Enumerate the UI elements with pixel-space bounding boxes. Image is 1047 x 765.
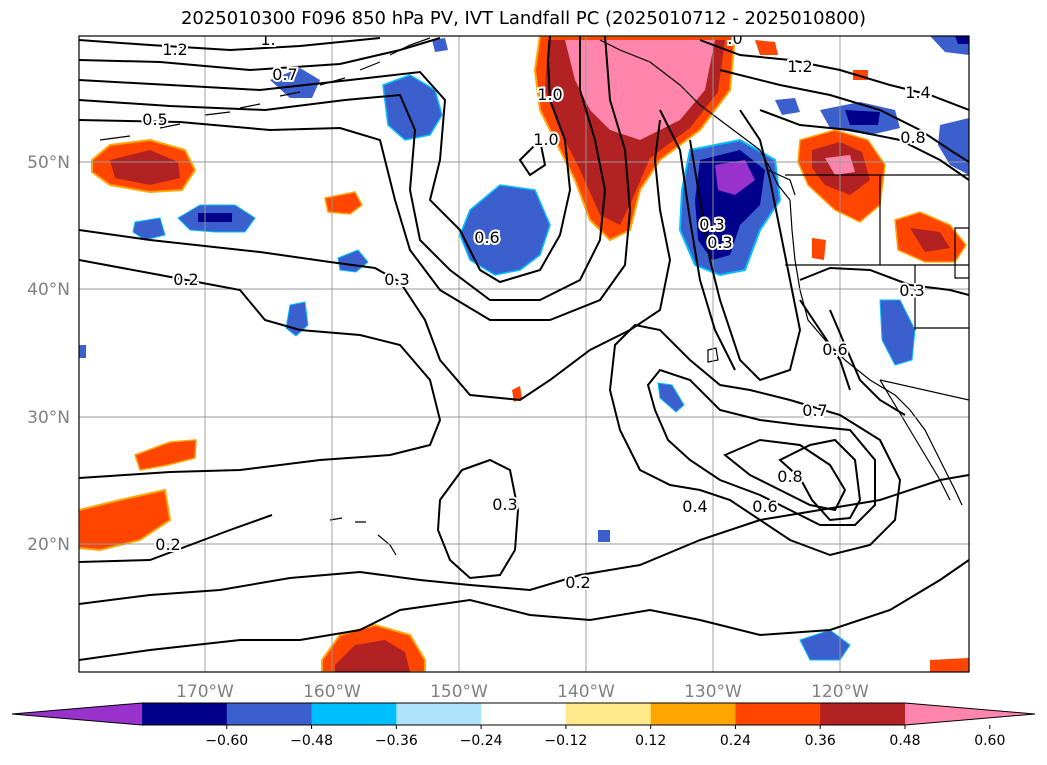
lat-tick-label: 40°N (27, 280, 70, 300)
colorbar-outline (11, 702, 1036, 726)
map-border (78, 35, 970, 673)
contour-label: 1. (260, 30, 275, 49)
contour-label: 0.6 (822, 340, 847, 359)
contour-label: 0.3 (707, 233, 732, 252)
contour-label: 0.6 (752, 497, 777, 516)
colorbar-tick-label: −0.12 (544, 733, 587, 749)
colorbar-extend-high (905, 703, 1035, 725)
contour-label: 1.2 (787, 57, 812, 76)
colorbar-tick-label: 0.24 (720, 733, 751, 749)
colorbar-tick-label: 0.48 (889, 733, 920, 749)
colorbar-tick-label: −0.24 (460, 733, 503, 749)
colorbar-swatch (650, 703, 736, 725)
contour-label: 0.2 (565, 573, 590, 592)
contour-label: 0.8 (900, 128, 925, 147)
colorbar-swatch (226, 703, 313, 725)
pv-shading (79, 36, 969, 672)
colorbar-swatch (311, 703, 397, 725)
contour-label: 0.7 (272, 65, 297, 84)
contour-label: 0.3 (899, 281, 924, 300)
colorbar-swatch (820, 703, 906, 725)
contour-label: 0.3 (699, 215, 724, 234)
colorbar-tick-label: −0.60 (205, 733, 248, 749)
colorbar-swatch (481, 703, 567, 725)
lat-tick-label: 30°N (27, 408, 70, 428)
lat-tick-label: 20°N (27, 535, 70, 555)
contour-label: .0 (727, 29, 742, 48)
map-title: 2025010300 F096 850 hPa PV, IVT Landfall… (180, 8, 867, 29)
lat-tick-labels: 50°N 40°N 30°N 20°N (27, 153, 70, 555)
colorbar-tick-label: −0.36 (375, 733, 418, 749)
contour-label: 0.8 (777, 467, 802, 486)
contour-label: 0.4 (682, 497, 707, 516)
colorbar-swatch (396, 703, 482, 725)
ivt-contours (79, 36, 969, 661)
colorbar-extend-low (12, 703, 142, 725)
lon-tick-label: 160°W (303, 682, 361, 702)
contour-label: 0.2 (155, 535, 180, 554)
contour-label: 0.3 (492, 495, 517, 514)
lon-tick-labels: 170°W 160°W 150°W 140°W 130°W 120°W (176, 682, 869, 702)
lon-tick-label: 140°W (557, 682, 615, 702)
colorbar-swatch (565, 703, 652, 725)
contour-label: 0.3 (384, 270, 409, 289)
colorbar: −0.60 −0.48 −0.36 −0.24 −0.12 0.12 0.24 0.36 0.4… (11, 702, 1036, 749)
contour-label: 1.0 (533, 130, 558, 149)
coastlines (99, 37, 969, 556)
contour-label: 0.6 (474, 228, 499, 247)
contour-labels: 1.2 1. 0.7 0.5 1.0 1.0 0.6 0.2 0.3 0.3 0… (140, 29, 932, 594)
lat-tick-label: 50°N (27, 153, 70, 173)
colorbar-swatch (735, 703, 821, 725)
colorbar-swatch (142, 703, 228, 725)
colorbar-tick-label: −0.48 (290, 733, 333, 749)
contour-label: 1.0 (537, 85, 562, 104)
lon-tick-label: 170°W (176, 682, 234, 702)
lon-tick-label: 120°W (811, 682, 869, 702)
contour-label: 1.2 (162, 40, 187, 59)
colorbar-tick-label: 0.12 (635, 733, 666, 749)
contour-label: 0.7 (802, 401, 827, 420)
lon-tick-label: 130°W (684, 682, 742, 702)
contour-label: 0.5 (142, 110, 167, 129)
contour-label: 0.2 (173, 270, 198, 289)
contour-label: 1.4 (905, 83, 930, 102)
gridlines (79, 36, 969, 672)
colorbar-tick-label: 0.36 (805, 733, 836, 749)
lon-tick-label: 150°W (430, 682, 488, 702)
colorbar-tick-label: 0.60 (974, 733, 1005, 749)
map-panel: 1.2 1. 0.7 0.5 1.0 1.0 0.6 0.2 0.3 0.3 0… (79, 29, 969, 672)
